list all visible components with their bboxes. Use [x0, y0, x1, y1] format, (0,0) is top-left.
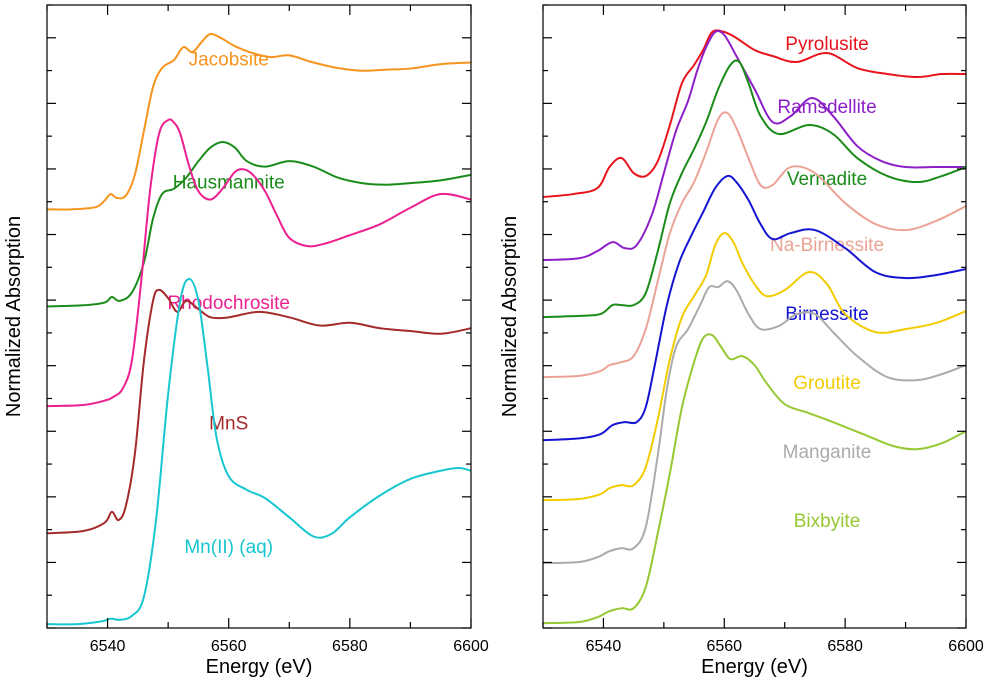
right-series-line-vernadite: [542, 59, 967, 319]
right-y-axis-label: Normalized Absorption: [499, 216, 521, 417]
right-plot-frame: [542, 4, 967, 629]
right-series-line-ramsdellite: [542, 30, 966, 262]
right-series-label: Ramsdellite: [777, 97, 876, 118]
right-panel: Pyrolusite Ramsdellite Vernadite Na-Birness…: [499, 4, 984, 678]
right-series-label: Groutite: [793, 373, 861, 394]
left-series-layer: Jacobsite Hausmannite Rhodochrosite MnS Mn(I…: [46, 33, 472, 626]
right-x-axis-label: Energy (eV): [701, 656, 808, 678]
right-x-tick-label: 6560: [706, 638, 742, 655]
left-series-line-rhodochrosite: [46, 118, 472, 408]
right-series-label: Manganite: [783, 442, 872, 463]
left-x-tick-label: 6600: [453, 638, 489, 655]
right-x-tick-label: 6540: [586, 638, 622, 655]
left-series-line-mns: [46, 288, 472, 535]
right-series-label: Vernadite: [787, 169, 867, 190]
right-series-line-manganite: [542, 280, 967, 565]
right-series-layer: Pyrolusite Ramsdellite Vernadite Na-Birness…: [542, 29, 967, 625]
right-x-tick-label: 6600: [948, 638, 984, 655]
left-series-line-jacobsite: [46, 33, 472, 211]
left-series-label: Jacobsite: [189, 49, 269, 70]
right-series-line-bixbyite: [542, 333, 967, 625]
right-series-line-na-birnessite: [542, 111, 967, 379]
right-series-line-groutite: [542, 232, 967, 502]
left-series-label: Mn(II) (aq): [184, 537, 273, 558]
left-x-tick-label: 6560: [211, 638, 247, 655]
left-ticks-layer: 6540 6560 6580 6600: [46, 4, 489, 655]
left-series-label: MnS: [209, 414, 248, 435]
right-series-label: Birnessite: [785, 304, 868, 325]
left-series-line-hausmannite: [46, 140, 472, 308]
right-series-line-birnessite: [542, 174, 967, 442]
left-y-axis-label: Normalized Absorption: [3, 216, 25, 417]
right-series-line-pyrolusite: [542, 29, 967, 199]
left-series-label: Rhodochrosite: [167, 293, 290, 314]
left-x-axis-label: Energy (eV): [206, 656, 313, 678]
left-series-label: Hausmannite: [173, 173, 285, 194]
left-plot-frame: [46, 4, 472, 629]
right-series-label: Bixbyite: [794, 511, 861, 532]
left-x-tick-label: 6540: [90, 638, 126, 655]
right-ticks-layer: 6540 6560 6580 6600: [542, 4, 984, 655]
left-panel: Jacobsite Hausmannite Rhodochrosite MnS Mn(I…: [3, 4, 489, 678]
left-series-line-mn-ii-aq: [46, 277, 472, 626]
right-series-label: Na-Birnessite: [770, 235, 884, 256]
right-series-label: Pyrolusite: [785, 34, 868, 55]
right-x-tick-label: 6580: [827, 638, 863, 655]
left-x-tick-label: 6580: [332, 638, 368, 655]
